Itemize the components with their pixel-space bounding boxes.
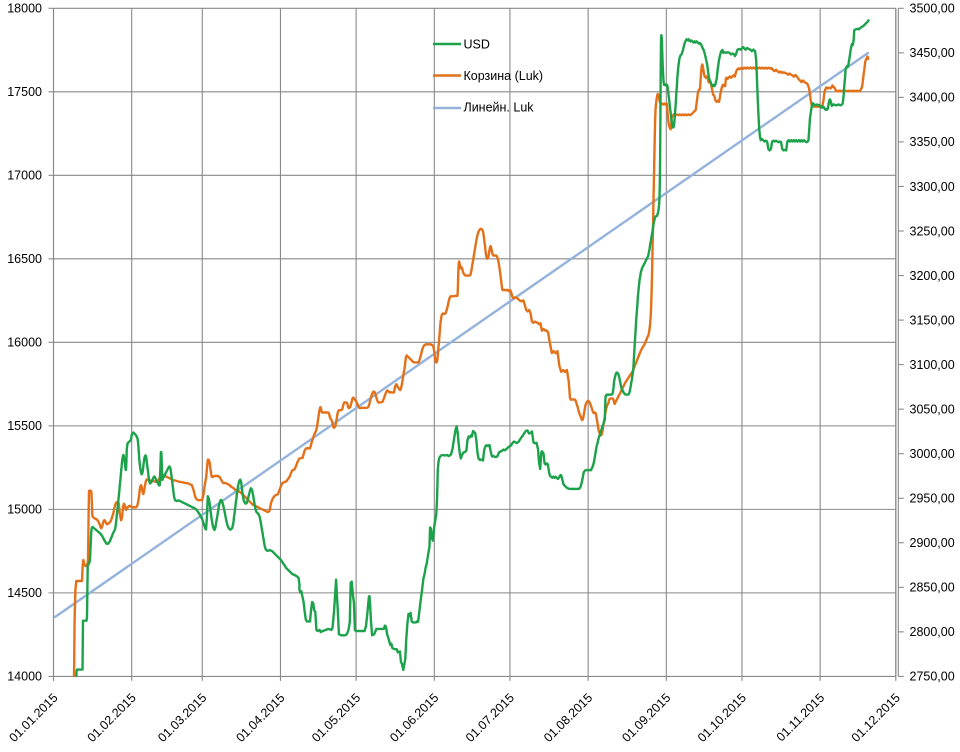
- svg-text:2800,00: 2800,00: [910, 625, 955, 639]
- svg-text:14000: 14000: [7, 670, 42, 684]
- svg-text:3200,00: 3200,00: [910, 269, 955, 283]
- svg-text:14500: 14500: [7, 586, 42, 600]
- svg-text:Линейн. Luk: Линейн. Luk: [464, 100, 535, 114]
- svg-text:3350,00: 3350,00: [910, 135, 955, 149]
- svg-text:3450,00: 3450,00: [910, 46, 955, 60]
- svg-text:17500: 17500: [7, 85, 42, 99]
- svg-text:2900,00: 2900,00: [910, 536, 955, 550]
- svg-text:15500: 15500: [7, 419, 42, 433]
- svg-text:16500: 16500: [7, 252, 42, 266]
- svg-text:2750,00: 2750,00: [910, 670, 955, 684]
- svg-text:17000: 17000: [7, 169, 42, 183]
- svg-text:Корзина (Luk): Корзина (Luk): [464, 69, 544, 83]
- svg-text:15000: 15000: [7, 503, 42, 517]
- svg-text:3150,00: 3150,00: [910, 313, 955, 327]
- svg-text:3400,00: 3400,00: [910, 91, 955, 105]
- svg-text:2950,00: 2950,00: [910, 492, 955, 506]
- svg-text:3300,00: 3300,00: [910, 180, 955, 194]
- svg-text:18000: 18000: [7, 2, 42, 16]
- svg-text:3250,00: 3250,00: [910, 224, 955, 238]
- svg-text:3000,00: 3000,00: [910, 447, 955, 461]
- svg-text:2850,00: 2850,00: [910, 581, 955, 595]
- svg-text:3050,00: 3050,00: [910, 402, 955, 416]
- svg-text:USD: USD: [464, 38, 490, 52]
- svg-text:3500,00: 3500,00: [910, 2, 955, 16]
- svg-text:3100,00: 3100,00: [910, 358, 955, 372]
- svg-text:16000: 16000: [7, 336, 42, 350]
